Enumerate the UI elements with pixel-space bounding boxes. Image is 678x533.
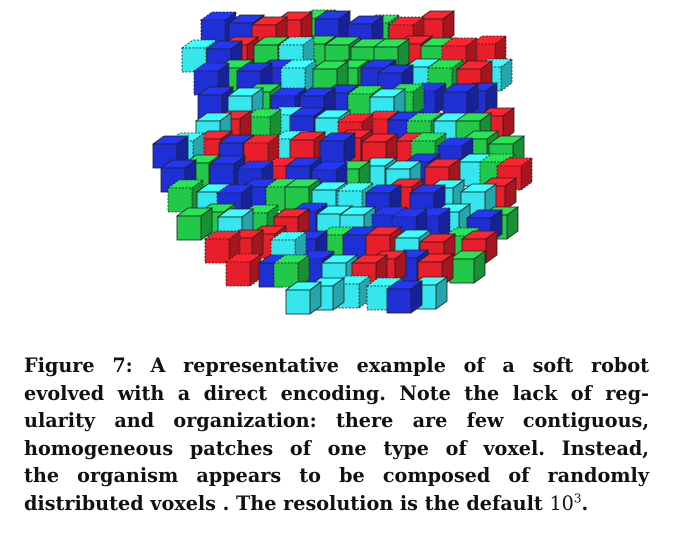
caption-line-1: Figure 7: A representative example of a … <box>24 354 649 377</box>
caption-last-suffix: . <box>581 491 589 515</box>
voxel-cube <box>279 59 318 93</box>
voxel-cube <box>441 83 480 117</box>
voxel-cube <box>318 132 357 166</box>
voxel-cube <box>385 280 424 314</box>
figure-caption: Figure 7: A representative example of a … <box>24 352 649 517</box>
caption-line-3: ularity and organization: there are few … <box>24 409 649 432</box>
voxel-grid <box>151 9 534 315</box>
resolution-exponent: 3 <box>573 491 582 506</box>
voxel-cube <box>448 250 487 284</box>
voxel-cube <box>203 230 242 264</box>
voxel-cube <box>175 207 214 241</box>
voxel-cube <box>272 254 311 288</box>
voxel-cube <box>410 276 449 310</box>
caption-last-prefix: distributed voxels . The resolution is t… <box>24 491 543 515</box>
voxel-cube <box>284 281 323 315</box>
caption-line-5: the organism appears to be composed of r… <box>24 464 649 487</box>
voxel-cube <box>224 253 263 287</box>
caption-line-2: evolved with a direct encoding. Note the… <box>24 381 649 405</box>
resolution-base: 10 <box>549 491 574 515</box>
caption-line-4: homogeneous patches of one type of voxel… <box>24 436 649 460</box>
voxel-robot-image <box>151 9 534 315</box>
caption-line-6: distributed voxels . The resolution is t… <box>24 490 649 518</box>
